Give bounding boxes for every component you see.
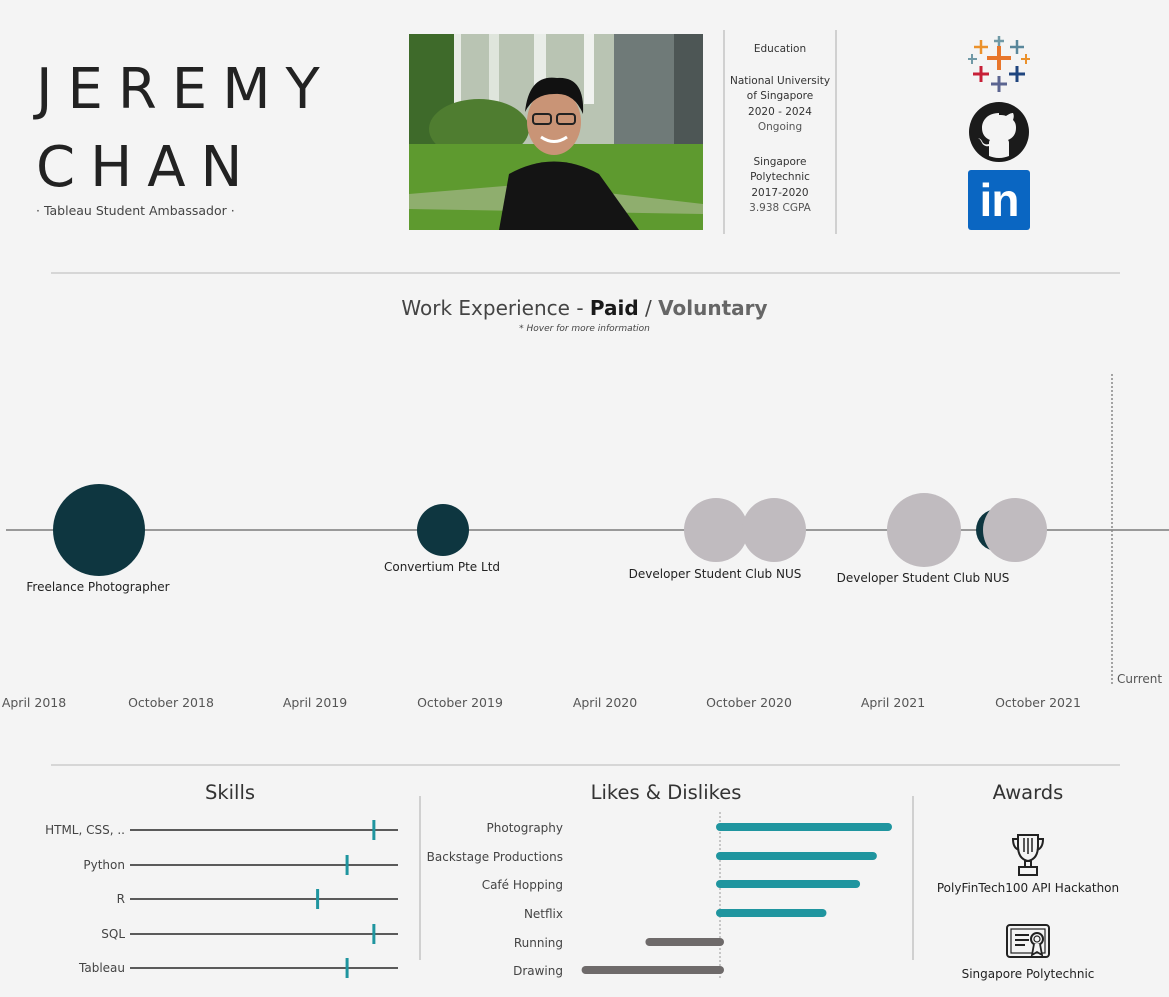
divider [723,30,725,234]
school-years: 2017-2020 [751,186,809,199]
education-panel: Education National University of Singapo… [727,42,833,217]
timeline-chart [6,374,1169,686]
job-label: Developer Student Club NUS [836,571,1010,585]
likes-title: Likes & Dislikes [590,781,742,804]
school-name: of Singapore [746,90,814,102]
award-label: Singapore Polytechnic [961,967,1095,981]
school-status: Ongoing [757,121,803,133]
job-bubble-convertium[interactable] [417,504,469,556]
github-icon[interactable] [968,102,1030,162]
school-name: Polytechnic [750,171,810,183]
job-label: Freelance Photographer [26,580,170,594]
like-label: Drawing [513,964,563,978]
section-divider [51,764,1120,766]
tagline: · Tableau Student Ambassador · [36,203,235,218]
current-label: Current [1117,672,1163,686]
award-label: PolyFinTech100 API Hackathon [936,881,1120,895]
school-gpa: 3.938 CGPA [749,202,811,214]
first-name: JEREMY [36,57,335,122]
axis-tick-label: October 2020 [706,695,792,710]
axis-tick-label: April 2019 [282,695,348,710]
axis-tick-label: October 2021 [995,695,1081,710]
job-bubble-dsc-nus-4[interactable] [983,498,1047,562]
skill-lines [130,820,398,978]
job-bubble-dsc-nus-2[interactable] [742,498,806,562]
skill-label: Python [83,858,125,872]
like-label: Café Hopping [481,878,563,892]
like-label: Running [513,936,563,950]
like-label: Photography [486,821,563,835]
school-name: Singapore [753,155,807,168]
axis-tick-label: October 2018 [128,695,214,710]
skills-title: Skills [204,781,256,804]
divider [835,30,837,234]
voluntary-legend[interactable]: Voluntary [658,296,768,320]
job-bubble-dsc-nus-1[interactable] [684,498,748,562]
job-bubble-dsc-nus-3[interactable] [887,493,961,567]
hover-note: * Hover for more information [519,324,650,334]
job-label: Developer Student Club NUS [628,567,802,581]
axis-tick-label: April 2020 [572,695,638,710]
awards-title: Awards [992,781,1064,804]
linkedin-logo-text: in [979,174,1020,226]
like-label: Netflix [523,907,563,921]
skill-label: R [116,892,125,906]
work-title-slash: / [638,296,659,320]
certificate-icon [1005,922,1051,966]
like-label: Backstage Productions [426,850,563,864]
school-years: 2020 - 2024 [748,105,812,118]
trophy-icon [1010,832,1046,882]
work-experience-title: Work Experience - Paid / Voluntary [0,296,1169,320]
profile-photo [409,34,703,230]
paid-legend[interactable]: Paid [589,296,639,320]
skill-label: HTML, CSS, .. [45,823,125,837]
section-divider [51,272,1120,274]
skill-label: Tableau [79,961,125,975]
skill-label: SQL [101,927,125,941]
job-bubble-freelance-photographer[interactable] [53,484,145,576]
axis-tick-label: April 2021 [860,695,926,710]
axis-tick-label: April 2018 [1,695,67,710]
job-label: Convertium Pte Ltd [383,560,501,574]
likes-bars [581,812,892,980]
tableau-logo-icon[interactable] [967,36,1031,94]
school-name: National University [729,74,831,87]
work-title-prefix: Work Experience - [401,296,590,320]
axis-tick-label: October 2019 [417,695,503,710]
divider [419,796,421,960]
education-title: Education [753,43,807,55]
divider [912,796,914,960]
last-name: CHAN [36,135,258,200]
linkedin-icon[interactable]: in [968,170,1030,230]
